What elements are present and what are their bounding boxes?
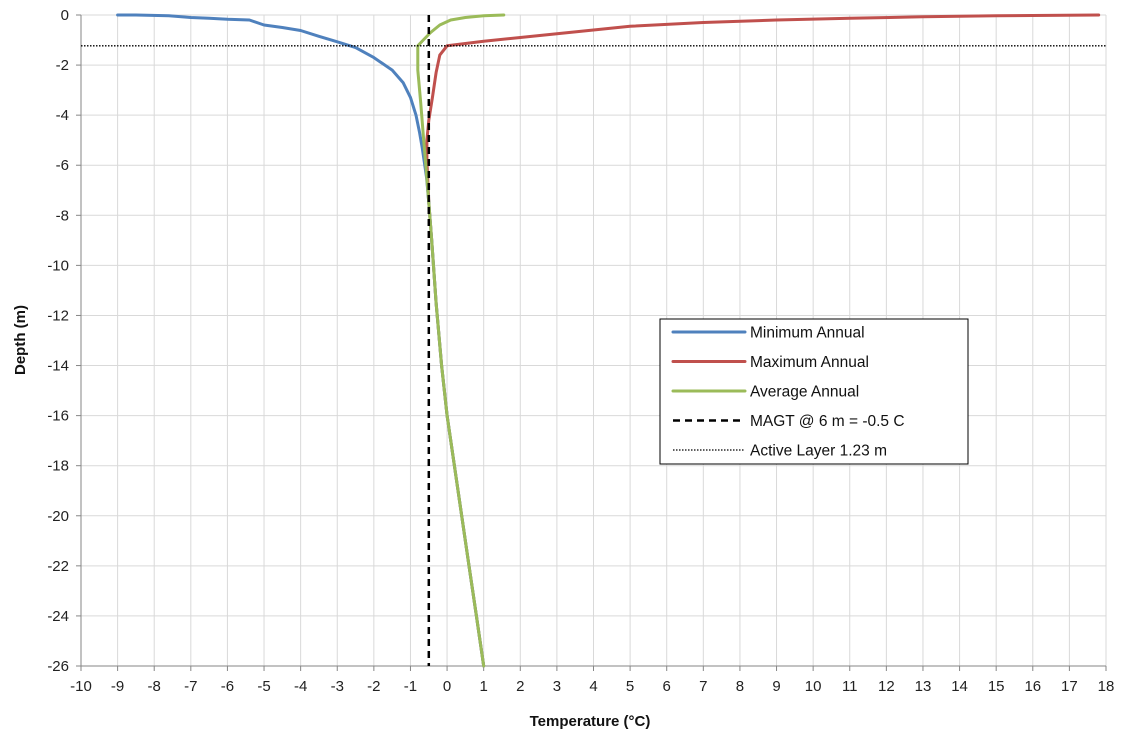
x-tick-label: 11	[842, 678, 858, 695]
y-tick-label: -16	[47, 408, 69, 425]
legend-label: Active Layer 1.23 m	[750, 443, 887, 460]
x-axis-title: Temperature (°C)	[530, 713, 651, 730]
x-tick-label: -10	[70, 678, 92, 695]
legend-label: Maximum Annual	[750, 354, 869, 371]
x-tick-label: 13	[915, 678, 932, 695]
y-tick-label: -10	[47, 257, 69, 274]
x-tick-label: 6	[663, 678, 671, 695]
legend: Minimum Annual Maximum Annual Average Annu…	[659, 318, 969, 465]
x-tick-label: -4	[294, 678, 307, 695]
y-tick-label: -14	[47, 358, 69, 375]
x-tick-label: 15	[988, 678, 1005, 695]
x-tick-label: -1	[404, 678, 417, 695]
x-tick-label: 14	[951, 678, 968, 695]
x-tick-label: 3	[553, 678, 561, 695]
legend-items: Minimum Annual Maximum Annual Average Annu…	[671, 325, 905, 460]
x-tick-label: 9	[772, 678, 780, 695]
y-tick-label: -26	[47, 658, 69, 675]
y-tick-label: -20	[47, 508, 69, 525]
x-tick-label: 8	[736, 678, 744, 695]
y-tick-label: -4	[56, 107, 69, 124]
y-tick-label: -12	[47, 307, 69, 324]
x-tick-label: 1	[480, 678, 488, 695]
axes-layer	[76, 14, 1107, 671]
y-tick-label: 0	[61, 7, 69, 24]
y-tick-label: -6	[56, 157, 69, 174]
legend-label: MAGT @ 6 m = -0.5 C	[750, 413, 905, 430]
y-tick-label: -8	[56, 207, 69, 224]
x-tick-label: -6	[221, 678, 234, 695]
y-tick-label: -2	[56, 57, 69, 74]
x-tick-label: 12	[878, 678, 895, 695]
x-tick-label: -8	[148, 678, 161, 695]
y-tick-label: -18	[47, 458, 69, 475]
x-tick-label: -9	[111, 678, 124, 695]
series-layer	[81, 13, 1106, 668]
y-tick-label: -22	[47, 558, 69, 575]
x-tick-label: 4	[589, 678, 597, 695]
x-tick-label: -2	[367, 678, 380, 695]
series-line-average-annual	[416, 13, 506, 668]
x-tick-label: -3	[331, 678, 344, 695]
legend-label: Minimum Annual	[750, 325, 865, 342]
y-axis-title: Depth (m)	[12, 305, 29, 375]
x-tick-label: 16	[1024, 678, 1041, 695]
x-tick-label: 18	[1098, 678, 1115, 695]
y-tick-label: -24	[47, 608, 69, 625]
x-tick-label: 0	[443, 678, 451, 695]
legend-label: Average Annual	[750, 384, 859, 401]
x-tick-label: 10	[805, 678, 822, 695]
x-tick-label: -7	[184, 678, 197, 695]
ticks-layer: -10 -9 -8 -7 -6 -5 -4 -3 -2 -1 0 1 2 3 4 5 6 7 8 9 10 11 12 13 1…	[47, 7, 1114, 695]
x-tick-label: 7	[699, 678, 707, 695]
x-tick-label: 2	[516, 678, 524, 695]
x-tick-label: 17	[1061, 678, 1078, 695]
x-tick-label: 5	[626, 678, 634, 695]
x-tick-label: -5	[257, 678, 270, 695]
